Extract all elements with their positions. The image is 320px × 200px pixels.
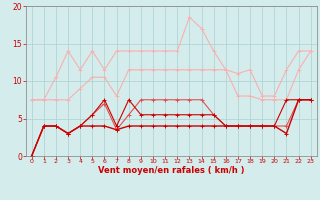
X-axis label: Vent moyen/en rafales ( km/h ): Vent moyen/en rafales ( km/h ) [98, 166, 244, 175]
